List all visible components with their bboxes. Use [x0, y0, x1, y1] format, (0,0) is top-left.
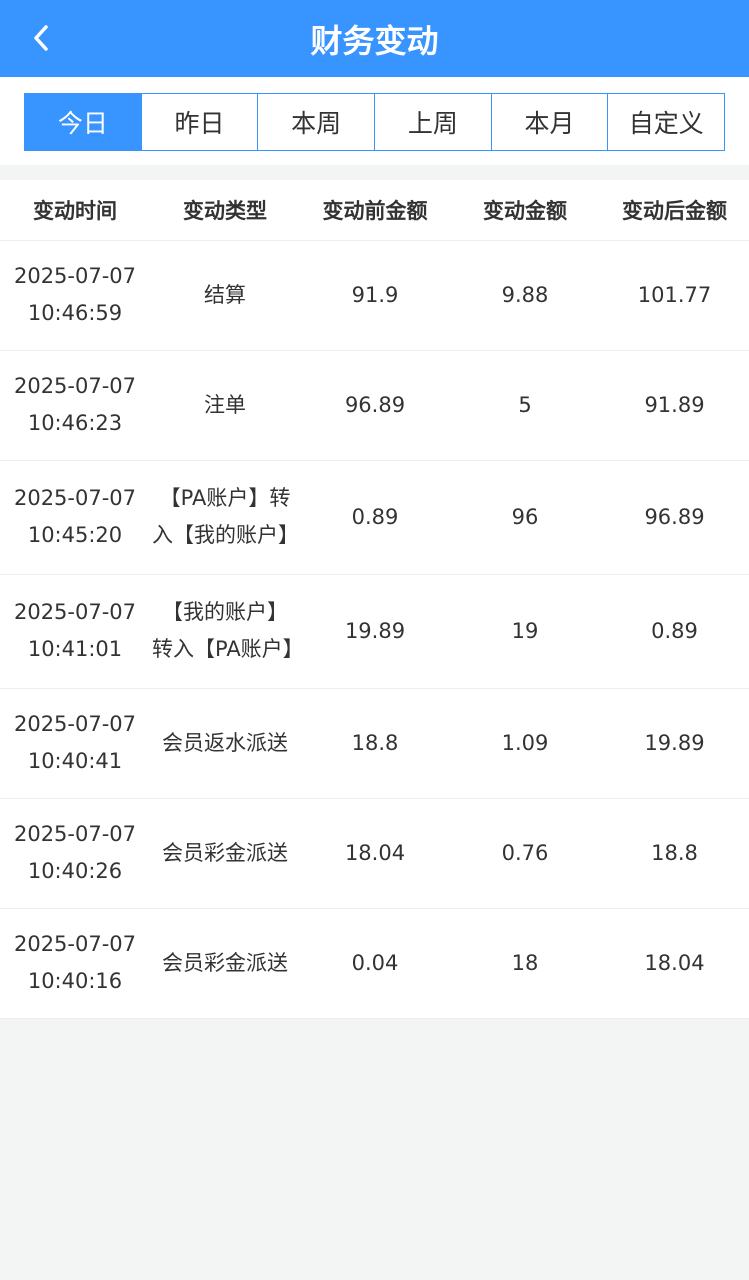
time: 10:41:01 — [27, 637, 123, 661]
header: 财务变动 — [0, 0, 749, 77]
after-amount-cell: 101.77 — [600, 240, 749, 351]
date: 2025-07-07 — [13, 486, 137, 510]
amount-cell: 0.76 — [450, 798, 600, 909]
before-amount-cell: 18.04 — [300, 798, 450, 909]
before-amount-cell: 0.04 — [300, 908, 450, 1019]
column-header: 变动类型 — [150, 180, 300, 241]
tab-1[interactable]: 昨日 — [140, 94, 258, 150]
time-cell: 2025-07-07 10:45:20 — [0, 460, 150, 575]
date: 2025-07-07 — [13, 374, 137, 398]
after-amount-cell: 18.8 — [600, 798, 749, 909]
column-header: 变动后金额 — [600, 180, 749, 241]
type-cell: 会员返水派送 — [150, 688, 300, 799]
date: 2025-07-07 — [13, 822, 137, 846]
after-amount-cell: 18.04 — [600, 908, 749, 1019]
time-cell: 2025-07-07 10:46:59 — [0, 240, 150, 351]
transactions-table: 变动时间 变动类型 变动前金额 变动金额 变动后金额 2025-07-07 10:46:5… — [0, 180, 749, 1019]
after-amount-cell: 96.89 — [600, 460, 749, 575]
date-filter-tabs: 今日 昨日 本周 上周 本月 自定义 — [24, 93, 725, 151]
table-row: 2025-07-07 10:40:26 会员彩金派送 18.04 0.76 18.… — [0, 798, 749, 909]
table-row: 2025-07-07 10:45:20 【PA账户】转入【我的账户】 0.89 9… — [0, 460, 749, 575]
time: 10:45:20 — [27, 523, 123, 547]
chevron-left-icon[interactable] — [26, 22, 58, 54]
tab-5[interactable]: 自定义 — [607, 94, 724, 150]
column-header: 变动前金额 — [300, 180, 450, 241]
after-amount-cell: 19.89 — [600, 688, 749, 799]
time-cell: 2025-07-07 10:40:41 — [0, 688, 150, 799]
table-row: 2025-07-07 10:41:01 【我的账户】转入【PA账户】 19.89 … — [0, 574, 749, 689]
table-row: 2025-07-07 10:46:23 注单 96.89 5 91.89 — [0, 350, 749, 461]
type-cell: 会员彩金派送 — [150, 798, 300, 909]
time: 10:46:23 — [27, 411, 123, 435]
tab-3[interactable]: 上周 — [374, 94, 491, 150]
before-amount-cell: 0.89 — [300, 460, 450, 575]
time-cell: 2025-07-07 10:41:01 — [0, 574, 150, 689]
table-row: 2025-07-07 10:40:41 会员返水派送 18.8 1.09 19.8… — [0, 688, 749, 799]
tab-4[interactable]: 本月 — [490, 94, 608, 150]
tab-0[interactable]: 今日 — [25, 94, 141, 150]
tab-2[interactable]: 本周 — [257, 94, 374, 150]
time-cell: 2025-07-07 10:46:23 — [0, 350, 150, 461]
before-amount-cell: 96.89 — [300, 350, 450, 461]
column-header: 变动时间 — [0, 180, 150, 241]
amount-cell: 9.88 — [450, 240, 600, 351]
time: 10:40:26 — [27, 859, 123, 883]
column-header: 变动金额 — [450, 180, 600, 241]
time: 10:40:41 — [27, 749, 123, 773]
date: 2025-07-07 — [13, 712, 137, 736]
table-row: 2025-07-07 10:40:16 会员彩金派送 0.04 18 18.04 — [0, 908, 749, 1019]
time-cell: 2025-07-07 10:40:26 — [0, 798, 150, 909]
amount-cell: 19 — [450, 574, 600, 689]
after-amount-cell: 0.89 — [600, 574, 749, 689]
time: 10:40:16 — [27, 969, 123, 993]
time-cell: 2025-07-07 10:40:16 — [0, 908, 150, 1019]
time: 10:46:59 — [27, 301, 123, 325]
page-title: 财务变动 — [310, 21, 439, 60]
table-row: 2025-07-07 10:46:59 结算 91.9 9.88 101.77 — [0, 240, 749, 351]
type-cell: 会员彩金派送 — [150, 908, 300, 1019]
type-cell: 【我的账户】转入【PA账户】 — [150, 574, 304, 689]
type-cell: 注单 — [150, 350, 300, 461]
before-amount-cell: 91.9 — [300, 240, 450, 351]
before-amount-cell: 19.89 — [300, 574, 450, 689]
amount-cell: 5 — [450, 350, 600, 461]
type-cell: 【PA账户】转入【我的账户】 — [150, 460, 300, 575]
date: 2025-07-07 — [13, 932, 137, 956]
date: 2025-07-07 — [13, 600, 137, 624]
after-amount-cell: 91.89 — [600, 350, 749, 461]
date: 2025-07-07 — [13, 264, 137, 288]
type-cell: 结算 — [150, 240, 300, 351]
amount-cell: 96 — [450, 460, 600, 575]
amount-cell: 18 — [450, 908, 600, 1019]
before-amount-cell: 18.8 — [300, 688, 450, 799]
amount-cell: 1.09 — [450, 688, 600, 799]
